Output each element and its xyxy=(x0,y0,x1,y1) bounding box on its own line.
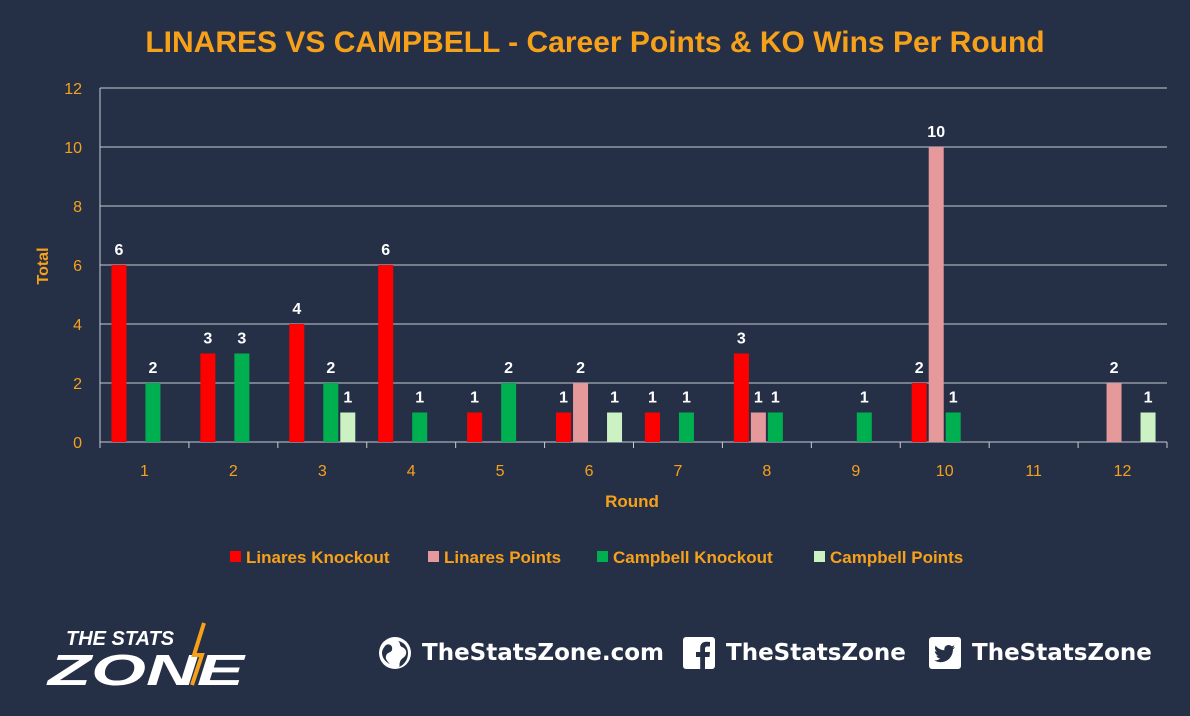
bar xyxy=(378,265,394,442)
data-label: 3 xyxy=(237,331,246,348)
data-label: 1 xyxy=(682,390,691,407)
x-tick-label: 7 xyxy=(674,463,683,480)
bar xyxy=(733,353,749,442)
y-axis-title: Total xyxy=(35,247,52,284)
website-link[interactable]: TheStatsZone.com xyxy=(378,635,664,671)
legend-label: Linares Points xyxy=(444,548,561,567)
bar xyxy=(911,383,927,442)
bar xyxy=(573,383,589,442)
x-tick-label: 3 xyxy=(318,463,327,480)
bar xyxy=(412,412,428,442)
x-tick-label: 2 xyxy=(229,463,238,480)
bar xyxy=(145,383,161,442)
bar xyxy=(556,412,572,442)
chart-title: LINARES VS CAMPBELL - Career Points & KO… xyxy=(145,26,1044,59)
data-label: 4 xyxy=(292,301,301,318)
y-tick-label: 4 xyxy=(73,317,82,334)
x-tick-label: 6 xyxy=(585,463,594,480)
y-tick-label: 8 xyxy=(73,199,82,216)
legend-swatch xyxy=(230,551,241,562)
y-tick-label: 10 xyxy=(64,140,82,157)
y-tick-label: 6 xyxy=(73,258,82,275)
data-label: 3 xyxy=(203,331,212,348)
data-label: 2 xyxy=(915,360,924,377)
website-label: TheStatsZone.com xyxy=(422,640,665,666)
stats-zone-logo: THE STATS ZONE xyxy=(45,622,247,695)
y-tick-label: 0 xyxy=(73,435,82,452)
bar xyxy=(323,383,339,442)
bar xyxy=(928,147,944,442)
bar xyxy=(644,412,660,442)
bar xyxy=(945,412,961,442)
bar xyxy=(767,412,783,442)
data-label: 1 xyxy=(771,390,780,407)
twitter-link[interactable]: TheStatsZone xyxy=(928,635,1152,671)
bar xyxy=(1140,412,1156,442)
bar xyxy=(467,412,483,442)
x-tick-label: 12 xyxy=(1114,463,1132,480)
bar xyxy=(1106,383,1122,442)
data-label: 1 xyxy=(610,390,619,407)
legend-swatch xyxy=(597,551,608,562)
legend-label: Linares Knockout xyxy=(246,548,390,567)
bars xyxy=(111,147,1156,442)
bar xyxy=(200,353,216,442)
data-label: 1 xyxy=(343,390,352,407)
legend-swatch xyxy=(814,551,825,562)
x-tick-label: 9 xyxy=(851,463,860,480)
bar xyxy=(750,412,766,442)
logo-text-bottom: ZONE xyxy=(45,646,247,695)
facebook-label: TheStatsZone xyxy=(726,640,906,666)
bar xyxy=(607,412,623,442)
bar xyxy=(856,412,872,442)
legend-label: Campbell Knockout xyxy=(613,548,773,567)
legend-label: Campbell Points xyxy=(830,548,963,567)
x-tick-label: 10 xyxy=(936,463,954,480)
x-tick-label: 11 xyxy=(1025,463,1042,480)
data-label: 10 xyxy=(927,124,945,141)
bar xyxy=(234,353,250,442)
legend-swatch xyxy=(428,551,439,562)
data-label: 1 xyxy=(1144,390,1153,407)
data-label: 2 xyxy=(149,360,158,377)
data-label: 3 xyxy=(737,331,746,348)
data-label: 2 xyxy=(326,360,335,377)
data-label: 1 xyxy=(949,390,958,407)
bar xyxy=(678,412,694,442)
x-tick-label: 8 xyxy=(762,463,771,480)
data-label: 1 xyxy=(559,390,568,407)
y-tick-label: 2 xyxy=(73,376,82,393)
bar xyxy=(501,383,517,442)
data-label: 1 xyxy=(860,390,869,407)
twitter-label: TheStatsZone xyxy=(972,640,1152,666)
facebook-icon xyxy=(683,637,715,670)
footer: THE STATS ZONE TheStatsZone.com TheStats… xyxy=(0,605,1190,705)
data-label: 1 xyxy=(415,390,424,407)
gridlines xyxy=(100,87,1167,384)
data-label: 1 xyxy=(754,390,763,407)
data-label: 2 xyxy=(504,360,513,377)
x-tick-label: 1 xyxy=(140,463,149,480)
y-tick-label: 12 xyxy=(64,81,82,98)
bar xyxy=(111,265,127,442)
x-tick-label: 5 xyxy=(496,463,505,480)
data-label: 1 xyxy=(470,390,479,407)
x-axis-title: Round xyxy=(605,492,659,511)
data-label: 2 xyxy=(1110,360,1119,377)
twitter-icon xyxy=(929,637,961,669)
bar xyxy=(289,324,305,442)
bar xyxy=(340,412,356,442)
logo-text-top: THE STATS xyxy=(66,628,175,650)
chart: LINARES VS CAMPBELL - Career Points & KO… xyxy=(35,26,1168,567)
x-tick-label: 4 xyxy=(407,463,416,480)
data-label: 2 xyxy=(576,360,585,377)
legend: Linares Knockout Linares Points Campbell K… xyxy=(230,548,963,567)
facebook-link[interactable]: TheStatsZone xyxy=(682,635,906,671)
data-label: 6 xyxy=(115,242,124,259)
data-label: 6 xyxy=(381,242,390,259)
data-label: 1 xyxy=(648,390,657,407)
globe-icon xyxy=(379,637,411,669)
